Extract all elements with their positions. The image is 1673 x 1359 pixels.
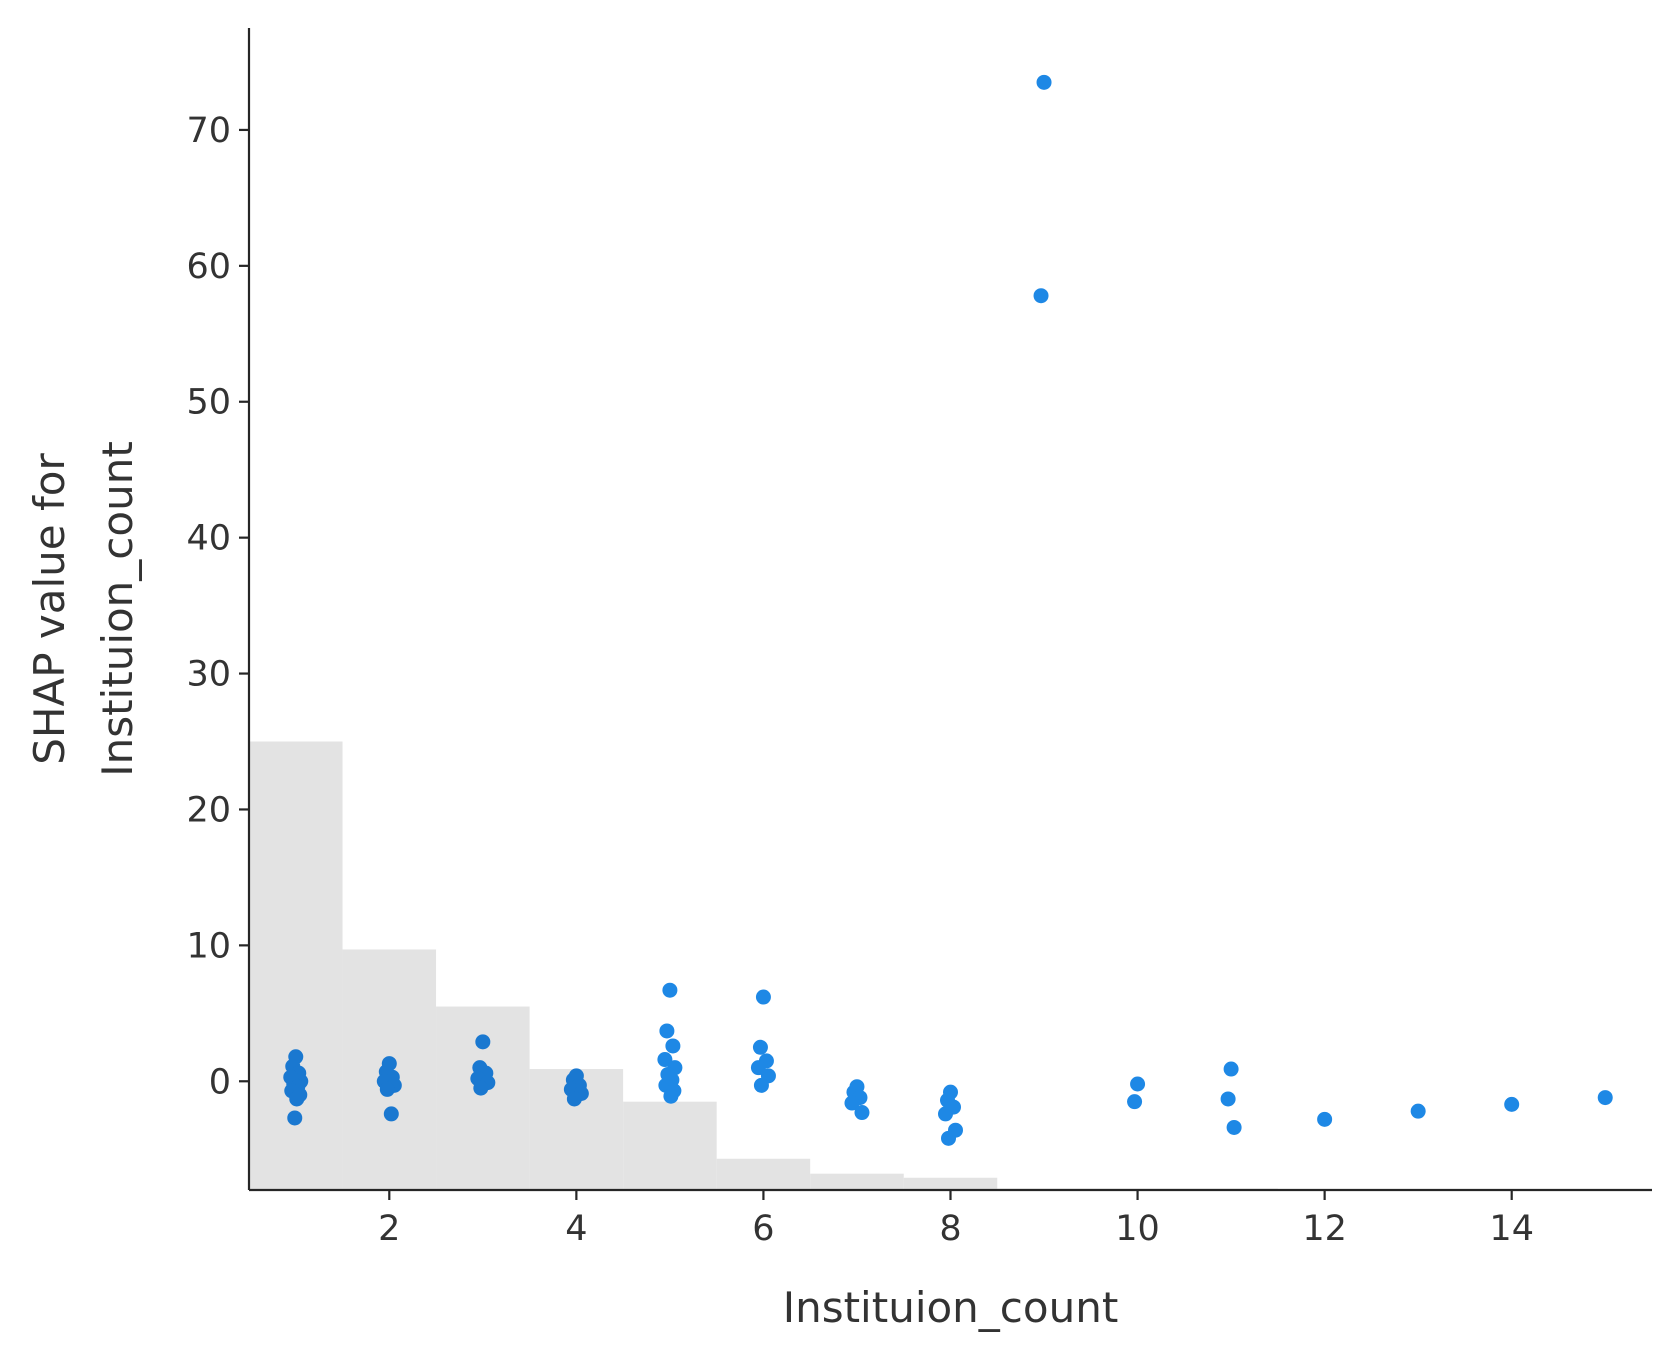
data-point-33 [665, 1038, 681, 1054]
data-point-65 [1317, 1111, 1333, 1127]
data-point-32 [659, 1023, 675, 1039]
y-tick-label-50: 50 [186, 383, 231, 423]
y-axis-title: SHAP value for Instituion_count [25, 441, 142, 777]
x-tick-label-4: 4 [565, 1209, 587, 1249]
x-tick-label-6: 6 [752, 1209, 774, 1249]
x-tick-label-12: 12 [1302, 1209, 1347, 1249]
data-point-62 [1223, 1061, 1239, 1077]
y-tick-label-40: 40 [186, 519, 231, 559]
data-point-17 [379, 1081, 395, 1097]
data-point-40 [663, 1088, 679, 1104]
x-tick-label-10: 10 [1115, 1209, 1160, 1249]
y-tick-label-20: 20 [186, 790, 231, 830]
data-point-41 [755, 989, 771, 1005]
data-point-68 [1597, 1090, 1613, 1106]
data-point-64 [1226, 1119, 1242, 1135]
data-point-11 [287, 1110, 303, 1126]
data-point-61 [1127, 1094, 1143, 1110]
data-point-59 [1033, 288, 1049, 304]
points-layer [283, 74, 1613, 1146]
x-tick-label-8: 8 [939, 1209, 961, 1249]
histogram-layer [249, 741, 1278, 1190]
data-point-18 [383, 1106, 399, 1122]
histogram-bar-5 [623, 1101, 717, 1190]
data-point-19 [475, 1034, 491, 1050]
x-axis-title: Instituion_count [783, 1283, 1119, 1332]
data-point-31 [662, 982, 678, 998]
histogram-bar-3 [436, 1006, 530, 1190]
histogram-bar-6 [716, 1158, 811, 1190]
x-tick-label-14: 14 [1489, 1209, 1534, 1249]
data-point-66 [1410, 1103, 1426, 1119]
data-point-60 [1130, 1076, 1146, 1092]
data-point-57 [941, 1130, 956, 1146]
x-tick-label-2: 2 [378, 1209, 400, 1249]
data-point-44 [750, 1060, 766, 1076]
data-point-55 [938, 1106, 953, 1122]
y-tick-label-0: 0 [209, 1062, 231, 1102]
data-point-24 [473, 1080, 489, 1096]
data-point-46 [753, 1077, 769, 1093]
y-axis-title-line-1: SHAP value for [25, 453, 74, 765]
histogram-bar-7 [810, 1173, 904, 1190]
data-point-58 [1036, 74, 1052, 90]
data-point-63 [1220, 1091, 1236, 1107]
data-point-67 [1504, 1096, 1520, 1112]
data-point-51 [854, 1105, 870, 1121]
y-tick-label-10: 10 [186, 926, 231, 966]
data-point-50 [844, 1095, 860, 1111]
y-axis-title-line-2: Instituion_count [93, 441, 142, 777]
y-tick-label-30: 30 [186, 655, 231, 695]
y-tick-label-60: 60 [186, 247, 231, 287]
data-point-34 [657, 1052, 673, 1068]
data-point-30 [566, 1091, 582, 1107]
data-point-10 [289, 1091, 305, 1107]
histogram-bar-8 [903, 1177, 998, 1190]
ticks-layer: 2 4 6 8 10 12 14 0 10 20 30 40 50 60 70 [186, 111, 1534, 1249]
y-tick-label-70: 70 [186, 111, 231, 151]
data-point-42 [752, 1039, 768, 1055]
